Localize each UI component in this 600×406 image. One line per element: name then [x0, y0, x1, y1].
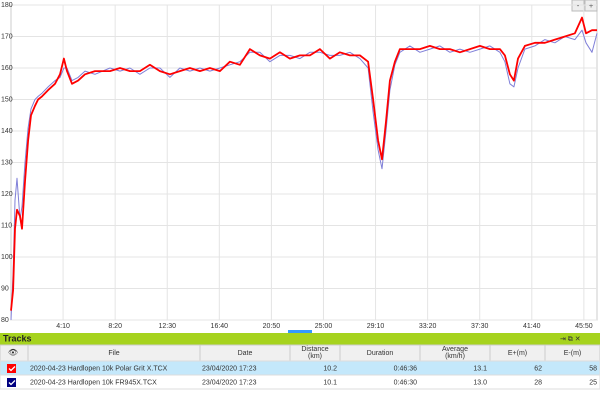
table-cell: 0:46:36	[394, 365, 417, 372]
scroll-thumb[interactable]	[288, 330, 312, 333]
series-line	[10, 29, 598, 321]
panel-icons[interactable]: ⇥ ⧉ ✕	[560, 336, 581, 343]
x-tick-label: 37:30	[471, 323, 489, 330]
column-header: File	[108, 350, 119, 357]
x-tick-label: 33:20	[419, 323, 437, 330]
y-tick-label: 180	[1, 2, 13, 9]
table-cell: 28	[534, 379, 542, 386]
track-checkbox[interactable]	[8, 380, 16, 386]
column-header: (km)	[308, 353, 322, 360]
column-header: E-(m)	[564, 350, 582, 357]
table-cell: 13.1	[473, 365, 487, 372]
table-cell: 13.0	[473, 379, 487, 386]
x-tick-label: 25:00	[315, 323, 333, 330]
table-cell: 23/04/2020 17:23	[202, 379, 257, 386]
y-tick-label: 160	[1, 65, 13, 72]
tracks-title: Tracks	[3, 333, 32, 343]
x-tick-label: 29:10	[367, 323, 385, 330]
table-cell: 0:46:30	[394, 379, 417, 386]
y-tick-label: 150	[1, 96, 13, 103]
tracks-bar	[0, 333, 600, 345]
x-tick-label: 16:40	[211, 323, 229, 330]
table-cell: 10.1	[323, 379, 337, 386]
column-header: (km/h)	[445, 353, 465, 360]
table-cell: 10.2	[323, 365, 337, 372]
table-cell: 58	[589, 365, 597, 372]
zoom-out-label[interactable]: -	[577, 3, 580, 10]
visibility-icon[interactable]: 👁	[8, 348, 18, 357]
x-tick-label: 41:40	[523, 323, 541, 330]
x-tick-label: 45:50	[575, 323, 593, 330]
zoom-in-label[interactable]: +	[589, 3, 593, 10]
column-header: Duration	[367, 350, 394, 357]
column-header: Average	[442, 346, 468, 353]
y-tick-label: 110	[1, 222, 12, 229]
y-tick-label: 120	[1, 191, 13, 198]
y-tick-label: 140	[1, 128, 13, 135]
y-tick-label: 130	[1, 159, 13, 166]
y-tick-label: 90	[1, 285, 9, 292]
series-line	[10, 16, 597, 311]
table-cell: 2020-04-23 Hardlopen 10k FR945X.TCX	[30, 379, 157, 386]
column-header: Date	[238, 350, 253, 357]
track-color	[7, 364, 16, 373]
x-tick-label: 20:50	[263, 323, 281, 330]
x-tick-label: 12:30	[158, 323, 176, 330]
y-tick-label: 80	[1, 317, 9, 324]
column-header: E+(m)	[508, 350, 527, 357]
x-tick-label: 8:20	[108, 323, 122, 330]
table-cell: 23/04/2020 17:23	[202, 365, 257, 372]
y-tick-label: 100	[1, 254, 13, 261]
table-row[interactable]	[0, 374, 600, 390]
table-cell: 25	[589, 379, 597, 386]
column-header: Distance	[301, 346, 328, 353]
y-tick-label: 170	[1, 33, 13, 40]
track-color	[7, 378, 16, 387]
x-tick-label: 4:10	[56, 323, 70, 330]
table-cell: 2020-04-23 Hardlopen 10k Polar Grit X.TC…	[30, 365, 168, 372]
track-checkbox[interactable]	[8, 366, 16, 372]
table-cell: 62	[534, 365, 542, 372]
